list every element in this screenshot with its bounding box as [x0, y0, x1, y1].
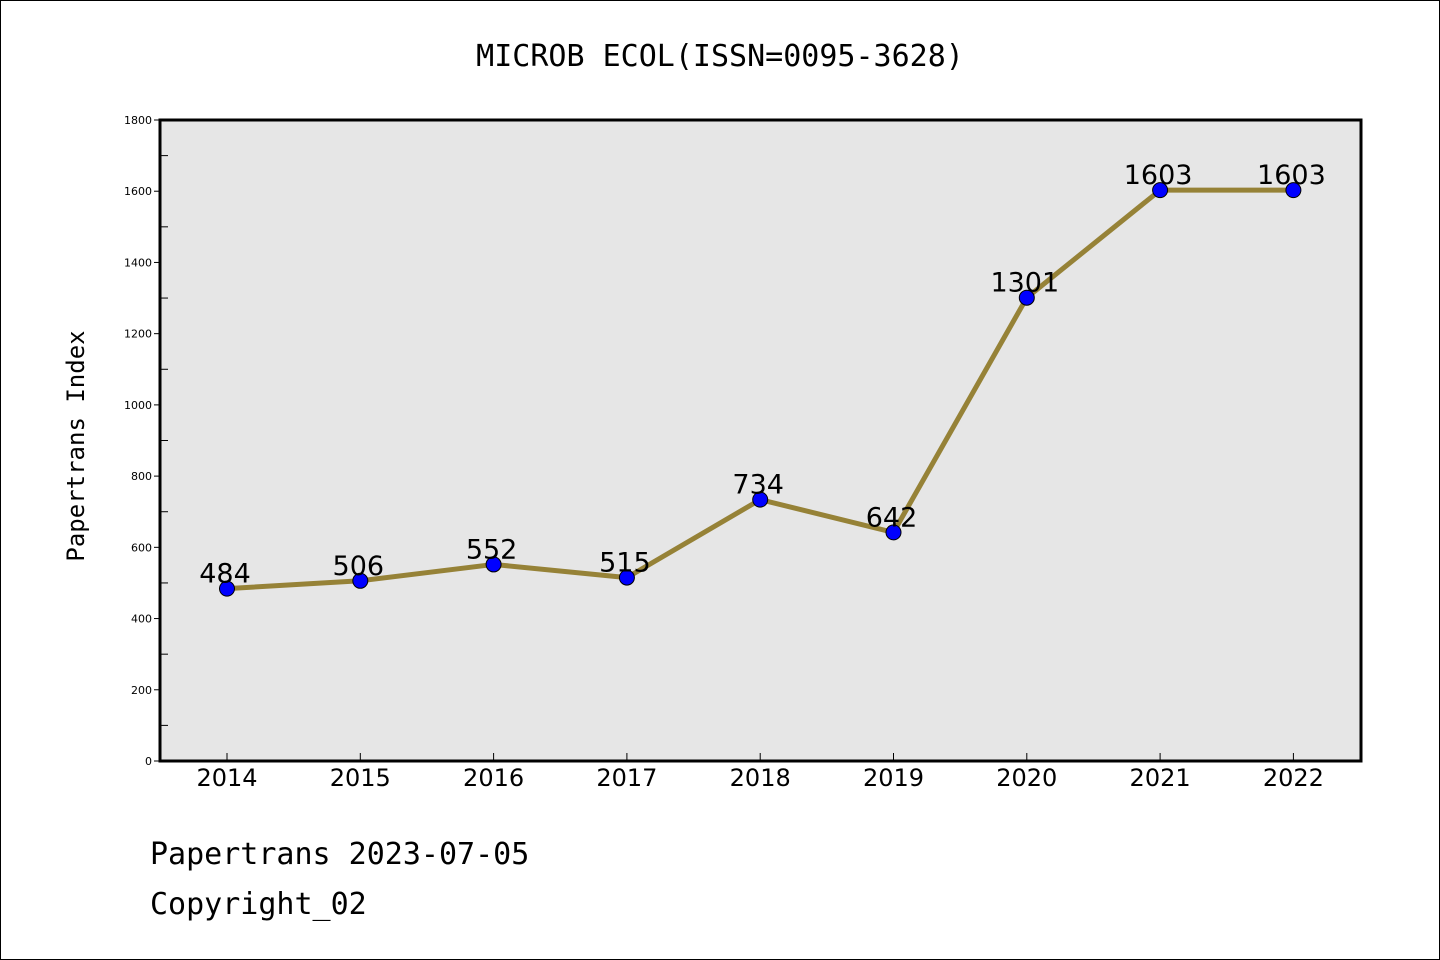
data-label: 1603: [1257, 160, 1326, 191]
x-tick-label: 2020: [996, 764, 1057, 792]
series-group: [219, 182, 1302, 597]
y-tick-label: 1200: [124, 328, 152, 341]
data-label: 734: [732, 470, 784, 501]
plot-area: [158, 118, 1363, 763]
y-tick-label: 1400: [124, 256, 152, 269]
x-tick-label: 2018: [730, 764, 791, 792]
y-axis-ticks: 0 200 400 600 800 1000 1200 1400 1600 1800: [124, 114, 168, 768]
y-tick-label: 400: [131, 613, 152, 626]
y-tick-label: 0: [145, 755, 152, 768]
data-label: 506: [333, 551, 385, 582]
data-label: 515: [599, 548, 651, 579]
y-tick-label: 800: [131, 470, 152, 483]
data-label: 552: [466, 534, 518, 565]
data-point: [752, 491, 769, 508]
data-label: 484: [199, 559, 251, 590]
footer-copyright: Copyright_02: [150, 887, 367, 922]
data-point: [219, 580, 235, 597]
data-labels: 484 506 552 515 734 642 1301 1603 1603: [199, 160, 1326, 589]
x-tick-label: 2014: [196, 764, 257, 792]
data-point: [885, 524, 902, 541]
x-tick-label: 2021: [1130, 764, 1191, 792]
x-tick-label: 2016: [463, 764, 524, 792]
y-tick-label: 1000: [124, 399, 152, 412]
y-tick-label: 1800: [124, 114, 152, 127]
data-label: 642: [866, 502, 918, 533]
y-tick-label: 200: [131, 684, 152, 697]
data-label: 1301: [990, 268, 1059, 299]
x-tick-label: 2017: [596, 764, 657, 792]
x-tick-label: 2019: [863, 764, 924, 792]
data-point: [352, 572, 369, 589]
data-point: [1152, 182, 1169, 199]
data-point: [485, 556, 502, 573]
y-tick-label: 1600: [124, 185, 152, 198]
x-tick-label: 2015: [330, 764, 391, 792]
footer-date: Papertrans 2023-07-05: [150, 837, 529, 872]
x-tick-label: 2022: [1263, 764, 1324, 792]
data-label: 1603: [1124, 160, 1193, 191]
data-point: [1018, 289, 1035, 306]
data-point: [1285, 182, 1302, 199]
y-axis-label: Papertrans Index: [62, 330, 90, 561]
x-axis-ticks: 2014 2015 2016 2017 2018 2019 2020 2021 2022: [196, 753, 1324, 792]
chart-title: MICROB ECOL(ISSN=0095-3628): [476, 39, 964, 74]
y-tick-label: 600: [131, 541, 152, 554]
data-point: [618, 569, 635, 586]
